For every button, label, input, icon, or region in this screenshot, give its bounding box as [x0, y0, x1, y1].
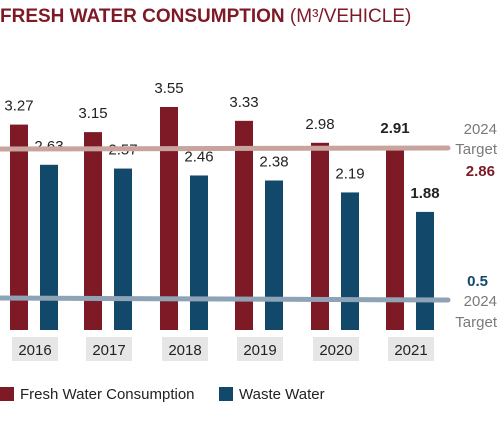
data-label-waste-2021: 1.88: [410, 185, 439, 202]
bar-waste-2017: [114, 168, 132, 330]
bar-fresh-2016: [10, 124, 28, 330]
data-label-waste-2018: 2.46: [184, 148, 213, 165]
category-box-2016: [12, 337, 58, 361]
target-fresh-year: 2024: [464, 121, 497, 138]
bar-waste-2019: [265, 180, 283, 330]
bar-waste-2020: [341, 192, 359, 330]
data-label-fresh-2021: 2.91: [380, 120, 409, 137]
data-label-waste-2020: 2.19: [335, 165, 364, 182]
target-fresh-label: Target: [455, 141, 498, 158]
bar-fresh-2021: [386, 147, 404, 330]
legend-swatch-fresh: [0, 387, 14, 401]
data-label-fresh-2017: 3.15: [78, 105, 107, 122]
category-label-2018: 2018: [168, 342, 201, 359]
bar-waste-2016: [40, 164, 58, 330]
target-line-fresh: [0, 145, 451, 152]
legend-label-waste: Waste Water: [239, 386, 325, 403]
legend-swatch-waste: [219, 387, 233, 401]
category-box-2019: [237, 337, 283, 361]
data-label-fresh-2020: 2.98: [305, 116, 334, 133]
data-label-fresh-2016: 3.27: [4, 98, 33, 115]
bar-waste-2018: [190, 175, 208, 330]
target-waste-value: 0.5: [467, 273, 488, 290]
bar-waste-2021: [416, 211, 434, 330]
target-waste-label: Target: [455, 314, 498, 331]
chart-title-unit: (M³/VEHICLE): [285, 6, 412, 27]
bar-fresh-2019: [235, 120, 253, 330]
chart-title-main: FRESH WATER CONSUMPTION: [0, 6, 285, 27]
data-label-fresh-2019: 3.33: [229, 94, 258, 111]
bar-fresh-2020: [311, 142, 329, 330]
category-box-2018: [162, 337, 208, 361]
category-box-2020: [313, 337, 359, 361]
target-fresh-value: 2.86: [466, 163, 495, 180]
category-label-2021: 2021: [394, 342, 427, 359]
category-box-2021: [388, 337, 434, 361]
category-label-2020: 2020: [319, 342, 352, 359]
legend-label-fresh: Fresh Water Consumption: [20, 386, 195, 403]
target-line-waste: [0, 295, 451, 303]
target-waste-year: 2024: [464, 293, 497, 310]
data-label-fresh-2018: 3.55: [154, 80, 183, 97]
category-label-2017: 2017: [92, 342, 125, 359]
data-label-waste-2019: 2.38: [259, 153, 288, 170]
bar-fresh-2018: [160, 107, 178, 330]
bar-fresh-2017: [84, 132, 102, 330]
data-label-waste-2016: 2.63: [34, 138, 63, 155]
chart-title: FRESH WATER CONSUMPTION (M³/VEHICLE): [0, 6, 411, 27]
category-label-2019: 2019: [243, 342, 276, 359]
category-label-2016: 2016: [18, 342, 51, 359]
category-box-2017: [86, 337, 132, 361]
